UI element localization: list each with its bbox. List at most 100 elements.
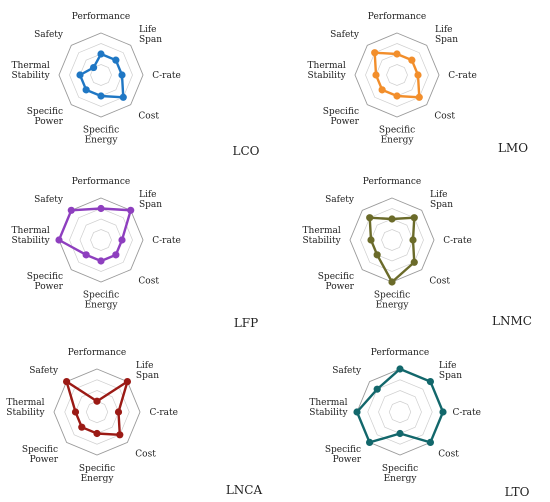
axis-label-performance: Performance bbox=[363, 177, 421, 187]
axis-label-safety: Safety bbox=[29, 366, 59, 376]
data-point-thermal-stability bbox=[372, 71, 380, 79]
chart-name-lco: LCO bbox=[233, 144, 260, 158]
axis-label-cost: Cost bbox=[429, 276, 450, 286]
axis-label-c-rate: C-rate bbox=[152, 236, 181, 246]
data-point-performance bbox=[396, 365, 404, 373]
data-point-safety bbox=[89, 63, 98, 72]
axis-label-safety: Safety bbox=[330, 30, 360, 40]
chart-name-lmo: LMO bbox=[498, 141, 528, 155]
axis-label-life-span: Life Span bbox=[136, 361, 159, 381]
chart-name-lnca: LNCA bbox=[226, 483, 263, 497]
axis-label-performance: Performance bbox=[72, 12, 130, 22]
chart-name-lnmc: LNMC bbox=[492, 314, 532, 328]
grid-ring-1 bbox=[388, 400, 412, 424]
data-point-safety bbox=[371, 49, 379, 57]
axis-label-c-rate: C-rate bbox=[149, 408, 178, 418]
axis-label-c-rate: C-rate bbox=[443, 236, 472, 246]
data-point-c-rate bbox=[409, 236, 417, 244]
axis-label-cost: Cost bbox=[138, 276, 159, 286]
axis-label-cost: Cost bbox=[434, 111, 455, 121]
axis-label-c-rate: C-rate bbox=[452, 408, 481, 418]
data-point-thermal-stability bbox=[367, 236, 375, 244]
data-point-specific-power bbox=[82, 251, 90, 259]
axis-label-specific-energy: Specific Energy bbox=[83, 126, 119, 146]
axis-label-performance: Performance bbox=[368, 12, 426, 22]
grid-ring-2 bbox=[378, 390, 422, 434]
axis-label-specific-energy: Specific Energy bbox=[83, 291, 119, 311]
axis-label-safety: Safety bbox=[34, 195, 64, 205]
grid-ring-3 bbox=[367, 379, 433, 445]
radar-chart-lnca: Performance Life Span C-rate Cost Specific Ene… bbox=[6, 348, 262, 497]
data-point-performance bbox=[393, 50, 401, 58]
data-point-safety bbox=[373, 385, 381, 393]
radar-chart-lfp: Performance Life Span C-rate Cost Specific Ene… bbox=[12, 177, 259, 330]
data-point-life-span bbox=[127, 206, 135, 214]
data-point-safety bbox=[62, 377, 71, 386]
axis-label-life-span: Life Span bbox=[139, 25, 162, 45]
axis-label-specific-power: Specific Power bbox=[325, 445, 362, 465]
data-point-performance bbox=[93, 397, 101, 405]
grid-ring-4 bbox=[53, 368, 141, 456]
grid-ring-4 bbox=[354, 32, 440, 118]
data-point-specific-energy bbox=[396, 429, 404, 438]
data-point-c-rate bbox=[414, 71, 422, 79]
radar-chart-lnmc: Performance Life Span C-rate Cost Specific Ene… bbox=[303, 177, 532, 328]
data-point-specific-energy bbox=[93, 429, 101, 438]
data-point-c-rate bbox=[118, 71, 126, 79]
axis-label-thermal-stability: Thermal Stability bbox=[6, 398, 45, 418]
axis-label-specific-power: Specific Power bbox=[323, 107, 360, 127]
axis-label-specific-power: Specific Power bbox=[27, 107, 64, 127]
axis-label-thermal-stability: Thermal Stability bbox=[308, 61, 347, 81]
axis-label-cost: Cost bbox=[438, 449, 459, 459]
data-point-specific-energy bbox=[97, 257, 105, 265]
axis-label-life-span: Life Span bbox=[430, 190, 453, 210]
data-point-specific-power bbox=[373, 251, 381, 259]
data-point-specific-power bbox=[365, 438, 374, 447]
chart-name-lto: LTO bbox=[505, 485, 530, 499]
axis-label-specific-power: Specific Power bbox=[27, 272, 64, 292]
radar-chart-lco: Performance Life Span C-rate Cost Specific Ene… bbox=[12, 12, 260, 158]
grid-ring-3 bbox=[365, 43, 429, 107]
axis-label-c-rate: C-rate bbox=[152, 71, 181, 81]
axis-label-life-span: Life Span bbox=[435, 25, 458, 45]
data-point-safety bbox=[67, 206, 75, 214]
data-point-c-rate bbox=[114, 408, 123, 416]
chart-name-lfp: LFP bbox=[234, 316, 258, 330]
data-point-cost bbox=[112, 251, 120, 259]
radar-chart-lto: Performance Life Span C-rate Cost Specific Ene… bbox=[309, 348, 529, 499]
axis-label-safety: Safety bbox=[332, 366, 362, 376]
data-point-specific-energy bbox=[97, 92, 105, 100]
axis-label-thermal-stability: Thermal Stability bbox=[309, 398, 348, 418]
axis-label-specific-energy: Specific Energy bbox=[379, 126, 415, 146]
axis-label-performance: Performance bbox=[68, 348, 126, 358]
data-point-c-rate bbox=[439, 408, 447, 416]
data-point-cost bbox=[119, 93, 127, 101]
axis-label-cost: Cost bbox=[138, 111, 159, 121]
data-point-performance bbox=[97, 204, 105, 213]
grid-ring-4 bbox=[349, 197, 435, 283]
axis-label-performance: Performance bbox=[371, 348, 429, 358]
axis-label-specific-energy: Specific Energy bbox=[382, 464, 418, 484]
data-point-c-rate bbox=[118, 236, 126, 244]
grid-ring-1 bbox=[85, 400, 109, 424]
axis-label-life-span: Life Span bbox=[139, 190, 162, 210]
data-point-thermal-stability bbox=[353, 408, 361, 416]
axis-label-specific-power: Specific Power bbox=[318, 272, 355, 292]
axis-label-life-span: Life Span bbox=[439, 361, 462, 381]
series-line-lnca bbox=[65, 380, 129, 437]
axis-label-specific-power: Specific Power bbox=[22, 445, 59, 465]
grid-ring-1 bbox=[386, 64, 408, 86]
axis-label-cost: Cost bbox=[135, 449, 156, 459]
axis-label-thermal-stability: Thermal Stability bbox=[12, 61, 51, 81]
axis-label-c-rate: C-rate bbox=[448, 71, 477, 81]
data-point-cost bbox=[116, 431, 124, 439]
grid-ring-1 bbox=[90, 229, 112, 251]
axis-label-specific-energy: Specific Energy bbox=[374, 291, 410, 311]
data-point-life-span bbox=[410, 214, 418, 222]
data-point-cost bbox=[426, 438, 435, 447]
data-point-specific-power bbox=[378, 86, 386, 94]
axis-label-performance: Performance bbox=[72, 177, 130, 187]
radar-chart-lmo: Performance Life Span C-rate Cost Specific Ene… bbox=[308, 12, 529, 155]
data-point-cost bbox=[410, 258, 418, 266]
axis-label-thermal-stability: Thermal Stability bbox=[12, 226, 51, 246]
